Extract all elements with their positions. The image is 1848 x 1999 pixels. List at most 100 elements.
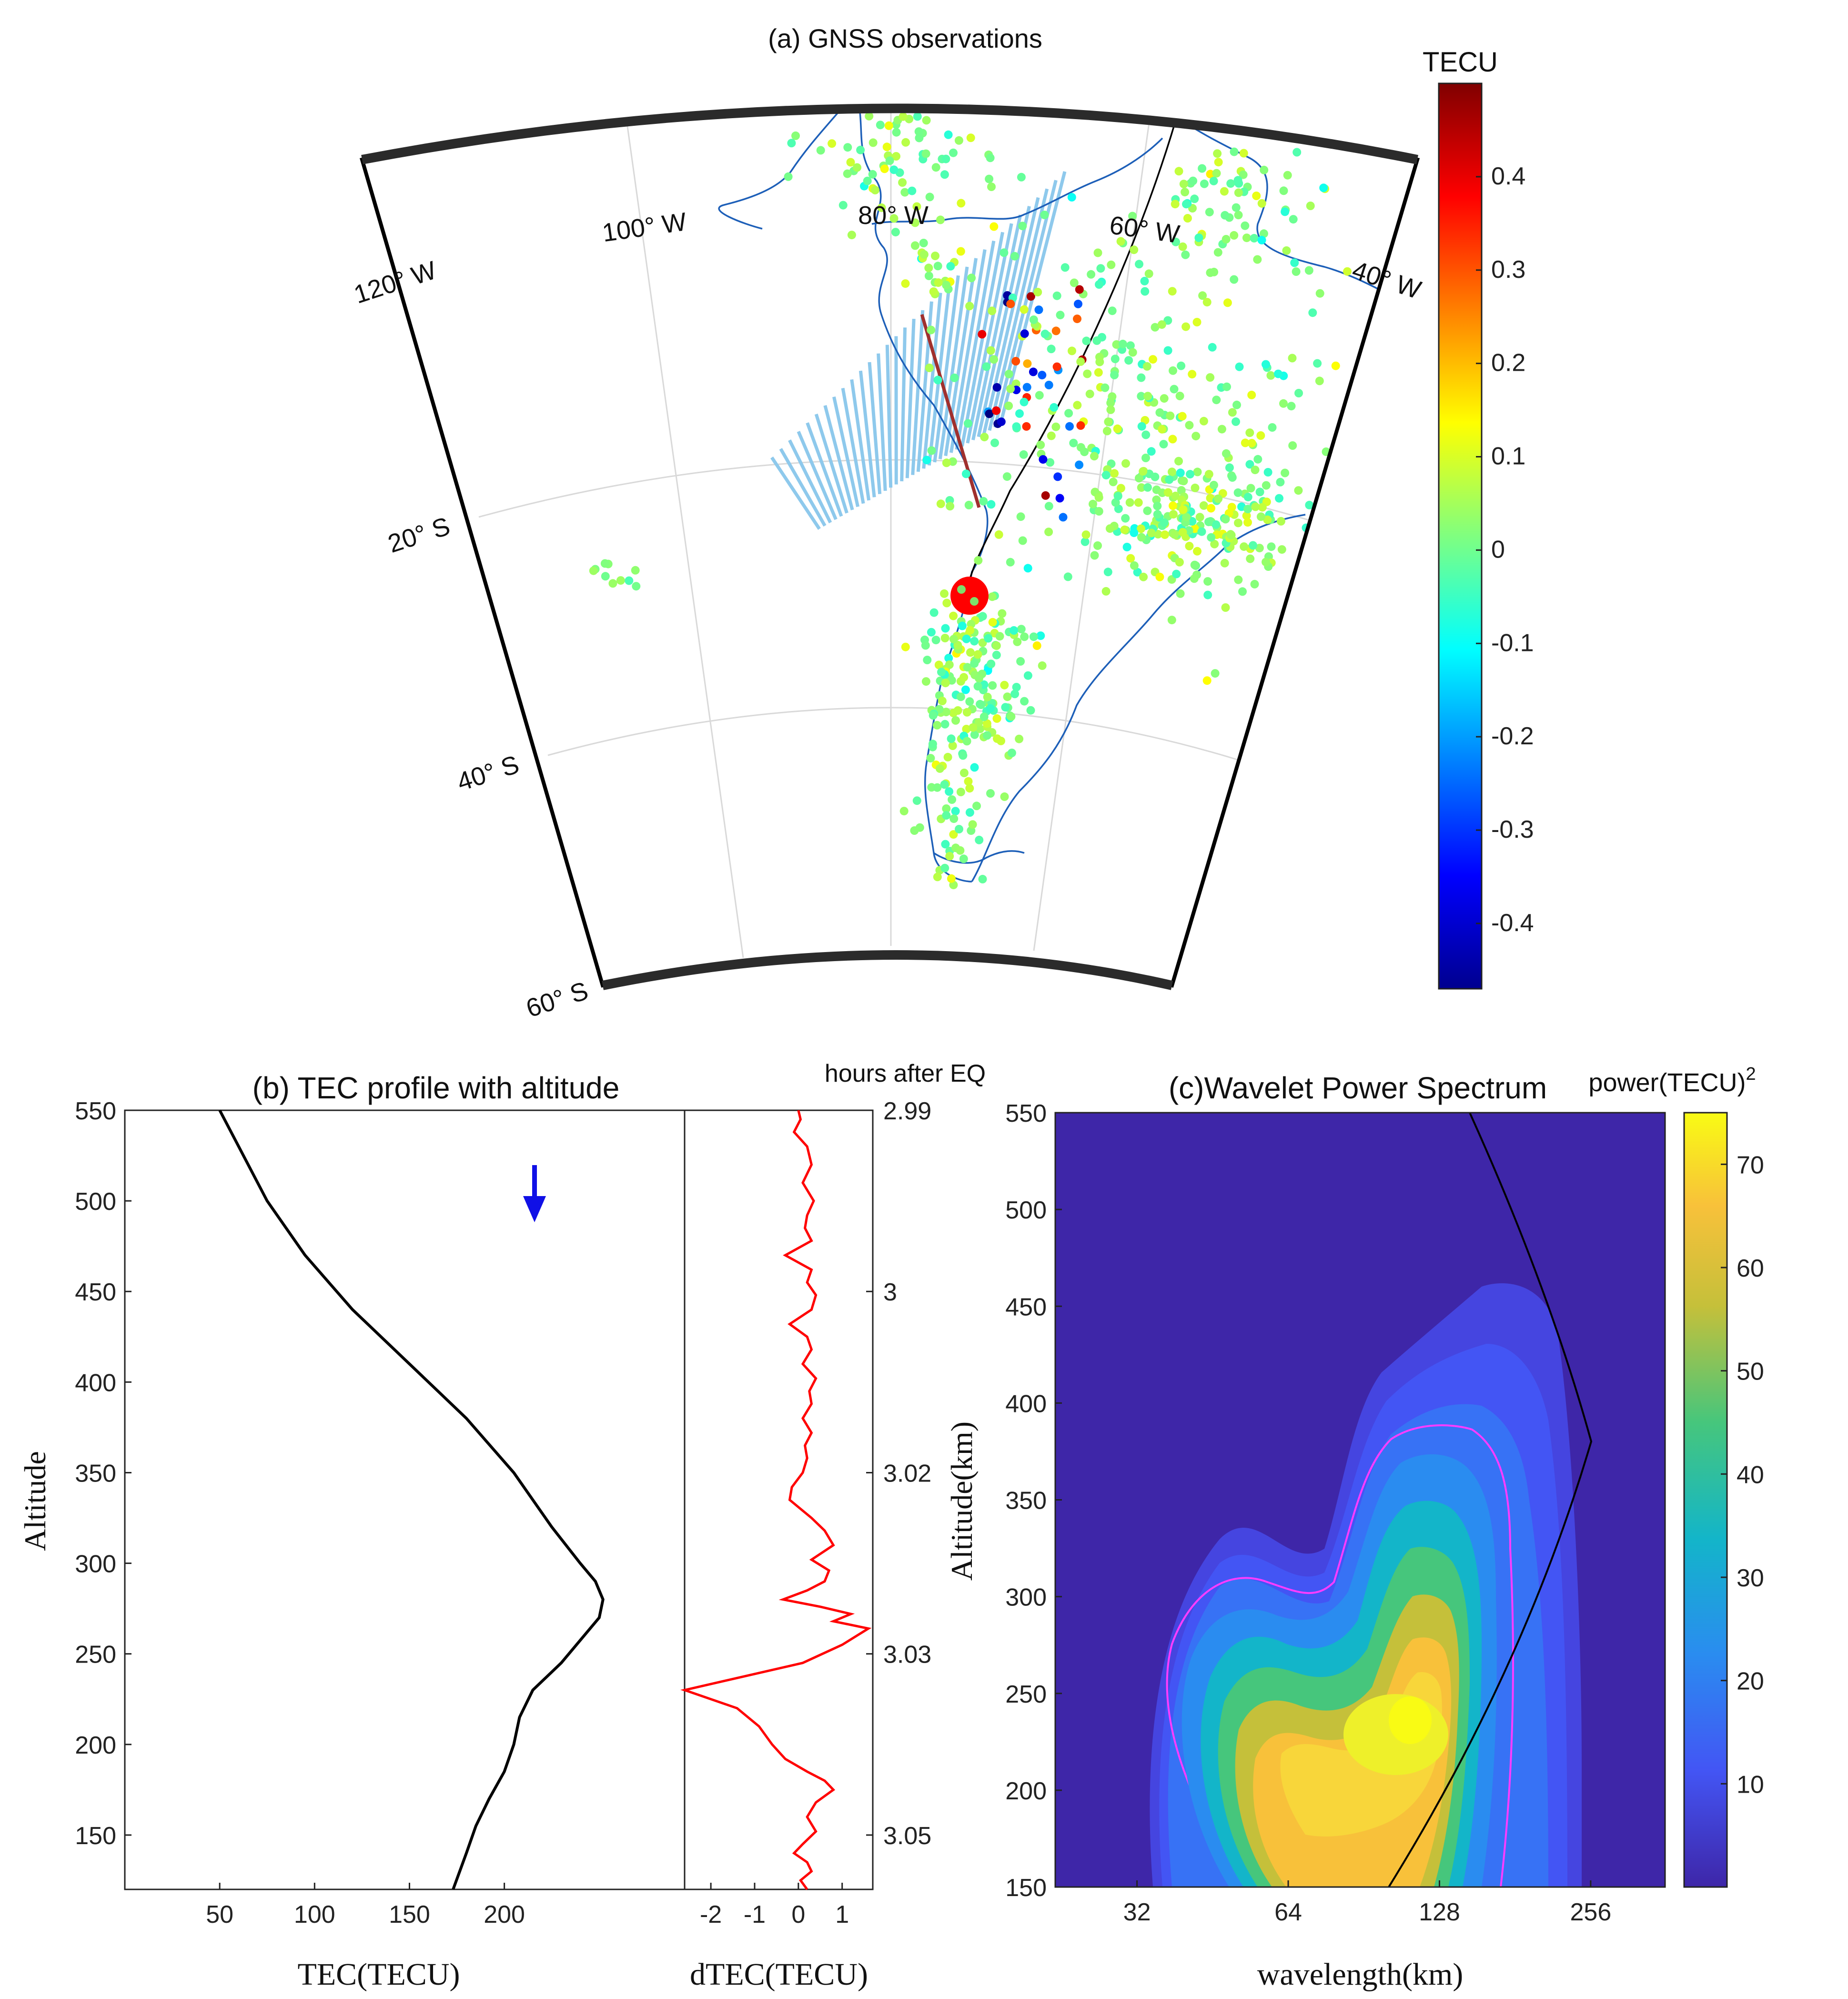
panel-b2-xtick-label: 0: [791, 1901, 805, 1928]
gnss-point: [1204, 470, 1213, 479]
gnss-point: [1013, 637, 1022, 646]
gnss-point: [951, 807, 960, 816]
panel-b2-xtick-label: -2: [700, 1901, 722, 1928]
gnss-point: [1294, 486, 1303, 495]
gnss-point: [962, 634, 971, 643]
gnss-point: [1185, 542, 1194, 550]
gnss-point: [1016, 512, 1025, 521]
gnss-point: [1047, 345, 1056, 354]
gnss-point: [987, 660, 996, 669]
satellite-track: [938, 266, 969, 459]
gnss-point: [1101, 383, 1110, 392]
gnss-point: [963, 419, 972, 428]
gnss-point: [1019, 450, 1028, 459]
gnss-point: [1287, 402, 1296, 411]
gnss-point: [1087, 270, 1096, 279]
gnss-point: [1016, 657, 1025, 666]
gnss-point: [983, 692, 992, 701]
gnss-point: [1044, 381, 1053, 389]
gnss-point: [1200, 179, 1209, 188]
wavelet-spectrum: [1055, 1113, 1665, 1887]
gnss-point: [1172, 569, 1181, 578]
lat-label-40s: 40° S: [454, 750, 523, 797]
gnss-point: [1153, 510, 1162, 519]
gnss-point: [1281, 207, 1290, 216]
colorbar-c-tick-label: 70: [1737, 1151, 1764, 1179]
gnss-point: [1010, 626, 1019, 635]
satellite-track: [885, 345, 893, 488]
panel-b-y-ticks: 550 500 450 400 350 300 250 200 150: [75, 1097, 131, 1850]
gnss-point: [1226, 530, 1235, 539]
gnss-point: [1255, 544, 1264, 553]
gnss-point: [956, 846, 965, 855]
panel-c-xtick-label: 32: [1123, 1898, 1151, 1926]
gnss-point: [1182, 322, 1191, 331]
parallel-40s: [547, 707, 1239, 761]
gnss-point: [1168, 435, 1177, 444]
colorbar-c-tick-label: 20: [1737, 1668, 1764, 1695]
gnss-point: [1076, 443, 1085, 452]
gnss-point: [1281, 468, 1290, 477]
gnss-point: [1040, 211, 1049, 219]
satellite-track: [858, 370, 876, 497]
gnss-point: [1250, 579, 1259, 589]
satellite-track: [900, 327, 907, 482]
gnss-point: [980, 712, 989, 721]
gnss-point: [1103, 568, 1112, 577]
gnss-point: [949, 830, 958, 839]
panel-b-ytick-label: 300: [75, 1551, 116, 1578]
gnss-point: [973, 650, 982, 659]
panel-c-ytick-label: 500: [1005, 1197, 1047, 1224]
gnss-point: [1315, 289, 1324, 298]
gnss-point: [1143, 483, 1152, 492]
gnss-point: [1143, 392, 1152, 401]
gnss-point: [1241, 221, 1250, 230]
gnss-point: [941, 840, 950, 849]
gnss-point: [1141, 287, 1150, 296]
gnss-point: [1163, 346, 1172, 355]
gnss-point: [988, 592, 997, 601]
gnss-point: [1038, 661, 1047, 670]
gnss-point: [1362, 393, 1371, 402]
gnss-point: [1143, 506, 1152, 515]
gnss-point: [950, 373, 959, 382]
gnss-point: [980, 433, 989, 442]
panel-b-ylabel: Altitude: [18, 1451, 52, 1551]
gnss-point: [1108, 306, 1117, 315]
gnss-point: [1240, 542, 1249, 551]
gnss-point: [1192, 432, 1201, 441]
gnss-point: [1015, 409, 1024, 418]
gnss-point: [944, 130, 953, 139]
gnss-point: [949, 611, 958, 620]
gnss-point: [1220, 187, 1229, 196]
satellite-track: [971, 214, 1022, 441]
gnss-point: [962, 708, 971, 717]
gnss-point: [1134, 498, 1143, 507]
gnss-point: [1107, 260, 1116, 269]
gnss-point: [1178, 242, 1187, 251]
gnss-point: [1081, 537, 1090, 546]
gnss-point: [1034, 305, 1043, 315]
epicenter-station-2: [970, 597, 979, 606]
gnss-point: [1137, 483, 1146, 492]
colorbar-a-tick-label: 0.3: [1491, 256, 1525, 284]
colorbar-c: [1683, 1112, 1728, 1888]
gnss-point: [984, 634, 993, 643]
panel-c-ylabel: Altitude(km): [945, 1421, 979, 1581]
gnss-point: [1053, 472, 1062, 481]
gnss-point: [1052, 291, 1061, 300]
gnss-point: [1179, 505, 1188, 514]
gnss-point: [1192, 318, 1202, 326]
gnss-point: [979, 497, 988, 506]
gnss-point: [1221, 603, 1230, 612]
gnss-point: [966, 133, 975, 142]
lon-label-80w: 80° W: [858, 201, 929, 230]
gnss-point: [1175, 558, 1184, 567]
gnss-point: [1106, 405, 1115, 414]
satellite-track: [949, 249, 987, 453]
gnss-point: [884, 121, 893, 130]
gnss-point: [1104, 417, 1113, 426]
gnss-point: [1075, 460, 1084, 469]
gnss-point: [934, 278, 943, 287]
gnss-point: [931, 636, 940, 645]
